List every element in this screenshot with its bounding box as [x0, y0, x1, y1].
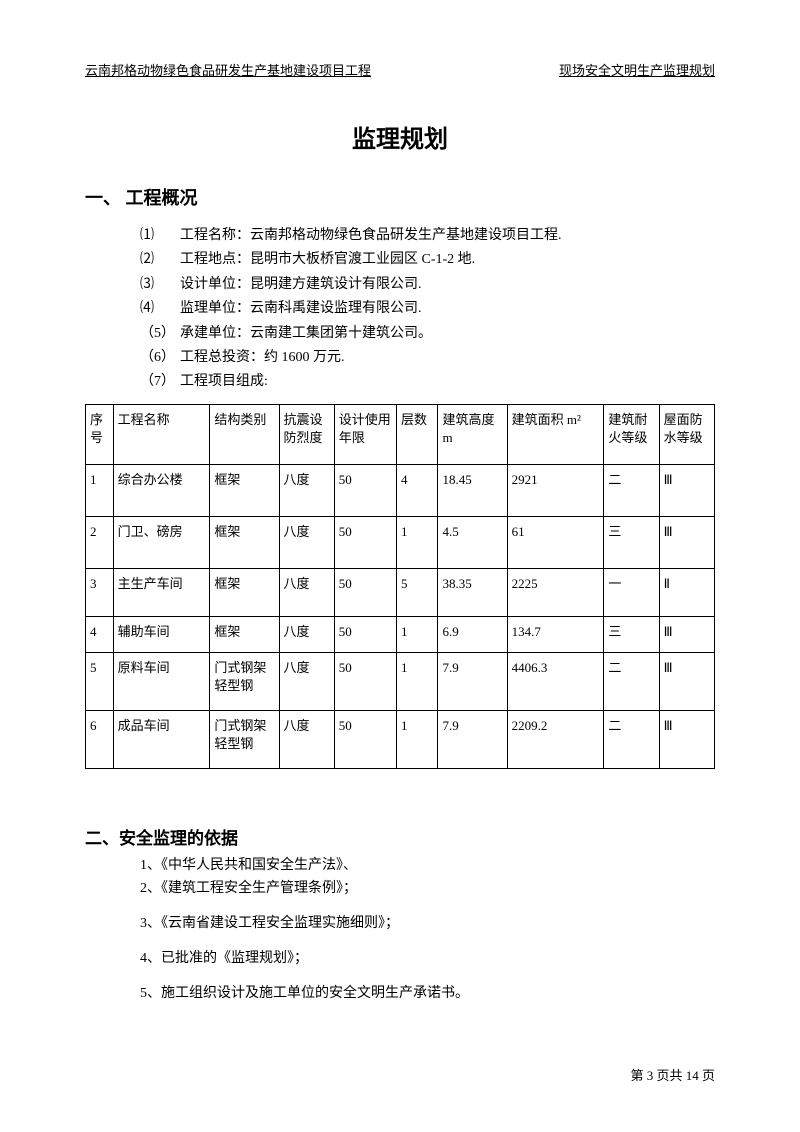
basis-item: 5、施工组织设计及施工单位的安全文明生产承诺书。	[140, 983, 715, 1004]
table-row: 6成品车间门式钢架轻型钢八度5017.92209.2二Ⅲ	[86, 710, 715, 768]
info-item: （7）工程项目组成:	[140, 371, 715, 393]
page-footer: 第 3 页共 14 页	[630, 1065, 715, 1084]
th-struct: 结构类别	[210, 404, 279, 464]
table-row: 4辅助车间框架八度5016.9134.7三Ⅲ	[86, 616, 715, 652]
info-item: （5）承建单位：云南建工集团第十建筑公司。	[140, 323, 715, 345]
th-fire: 建筑耐火等级	[604, 404, 659, 464]
info-list: ⑴工程名称：云南邦格动物绿色食品研发生产基地建设项目工程. ⑵工程地点：昆明市大…	[85, 225, 715, 394]
header-right: 现场安全文明生产监理规划	[559, 60, 715, 79]
table-row: 1综合办公楼框架八度50418.452921二Ⅲ	[86, 464, 715, 516]
basis-item: 3、《云南省建设工程安全监理实施细则》；	[140, 913, 715, 934]
th-area: 建筑面积 m²	[507, 404, 604, 464]
table-header-row: 序号 工程名称 结构类别 抗震设防烈度 设计使用年限 层数 建筑高度 m 建筑面…	[86, 404, 715, 464]
table-row: 5原料车间门式钢架轻型钢八度5017.94406.3二Ⅲ	[86, 652, 715, 710]
th-water: 屋面防水等级	[659, 404, 714, 464]
info-item: ⑴工程名称：云南邦格动物绿色食品研发生产基地建设项目工程.	[140, 225, 715, 247]
section1-title: 一、 工程概况	[85, 184, 715, 210]
th-height: 建筑高度 m	[438, 404, 507, 464]
th-seismic: 抗震设防烈度	[279, 404, 334, 464]
header-left: 云南邦格动物绿色食品研发生产基地建设项目工程	[85, 60, 371, 79]
table-body: 1综合办公楼框架八度50418.452921二Ⅲ 2门卫、磅房框架八度5014.…	[86, 464, 715, 768]
basis-item: 4、已批准的《监理规划》；	[140, 948, 715, 969]
info-item: ⑶设计单位：昆明建方建筑设计有限公司.	[140, 274, 715, 296]
table-row: 2门卫、磅房框架八度5014.561三Ⅲ	[86, 516, 715, 568]
section2-title: 二、安全监理的依据	[85, 824, 715, 849]
project-table: 序号 工程名称 结构类别 抗震设防烈度 设计使用年限 层数 建筑高度 m 建筑面…	[85, 404, 715, 769]
table-row: 3主生产车间框架八度50538.352225一Ⅱ	[86, 568, 715, 616]
info-item: （6）工程总投资：约 1600 万元.	[140, 347, 715, 369]
info-item: ⑵工程地点：昆明市大板桥官渡工业园区 C-1-2 地.	[140, 249, 715, 271]
basis-list: 1、《中华人民共和国安全生产法》、 2、《建筑工程安全生产管理条例》； 3、《云…	[85, 855, 715, 1004]
main-title: 监理规划	[85, 119, 715, 154]
th-name: 工程名称	[113, 404, 210, 464]
th-seq: 序号	[86, 404, 114, 464]
document-header: 云南邦格动物绿色食品研发生产基地建设项目工程 现场安全文明生产监理规划	[85, 60, 715, 79]
th-floors: 层数	[397, 404, 438, 464]
basis-item: 1、《中华人民共和国安全生产法》、	[140, 855, 715, 876]
basis-item: 2、《建筑工程安全生产管理条例》；	[140, 878, 715, 899]
th-life: 设计使用年限	[334, 404, 396, 464]
info-item: ⑷监理单位：云南科禹建设监理有限公司.	[140, 298, 715, 320]
